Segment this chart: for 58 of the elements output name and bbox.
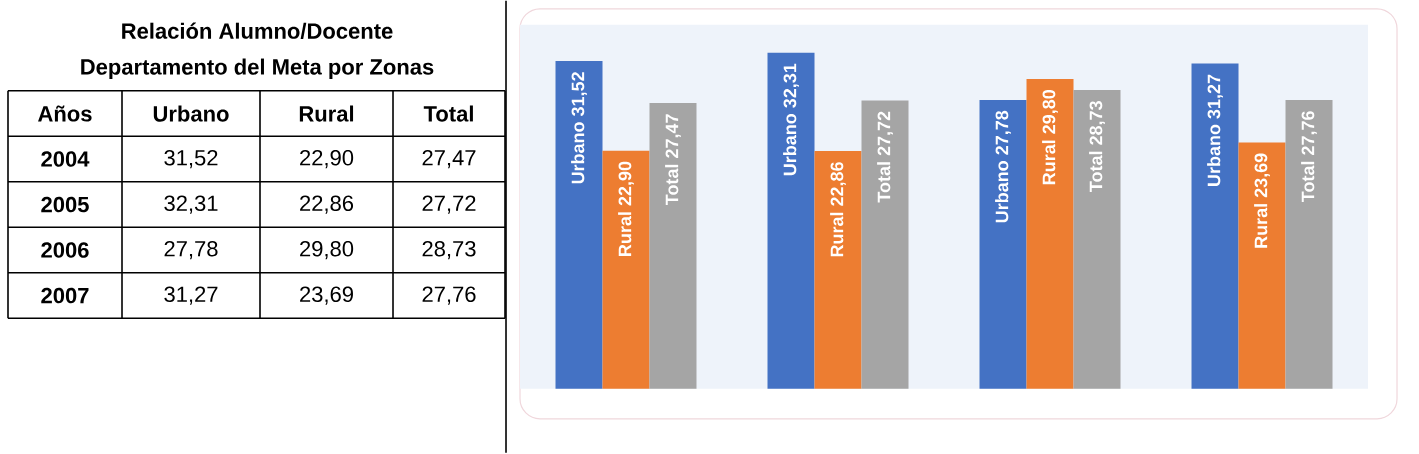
series-label: Rural: [1254, 204, 1268, 248]
bar: [1238, 142, 1286, 389]
data-label: 22,90: [618, 161, 634, 206]
text: Urbano: [153, 105, 229, 122]
text: 27,47: [422, 150, 476, 169]
text: Departamento del Meta por Zonas: [81, 58, 434, 80]
text: Rural: [618, 212, 632, 257]
text: Total: [877, 162, 891, 203]
data-label: 27,72: [877, 111, 893, 156]
text: Años: [38, 105, 92, 122]
bar: [555, 61, 603, 389]
series-label: Urbano: [1207, 124, 1221, 187]
text: Total: [1301, 162, 1315, 203]
text: 2007: [41, 287, 89, 304]
data-label: 27,47: [665, 114, 681, 159]
text: 29,80: [300, 241, 354, 260]
bar: [1191, 63, 1239, 389]
text: Rural: [1042, 140, 1056, 185]
bar: [1285, 100, 1333, 389]
text: Rural: [830, 212, 844, 257]
text: 27,76: [422, 286, 476, 305]
data-label: 27,78: [995, 111, 1011, 155]
text: 22,86: [300, 195, 354, 214]
text: 27,78: [164, 241, 218, 260]
text: 23,69: [300, 286, 353, 305]
bar: [979, 100, 1027, 389]
text: 27,72: [422, 195, 476, 214]
data-label: 31,52: [571, 72, 587, 117]
text: 31,52: [164, 150, 218, 169]
bar: [861, 100, 909, 389]
text: Urbano: [783, 114, 797, 176]
text: 31,27: [164, 286, 218, 305]
text: Relación Alumno/Docente: [122, 22, 393, 40]
data-label: 22,86: [830, 162, 846, 207]
text: Total: [665, 165, 679, 206]
text: 32,31: [164, 195, 218, 214]
bar: [1073, 90, 1121, 389]
bar: [814, 151, 862, 389]
data-label: 31,27: [1207, 74, 1223, 119]
bar: [649, 103, 697, 389]
text: 2005: [41, 196, 89, 213]
bar: [602, 150, 650, 389]
text: Urbano: [571, 122, 585, 184]
text: Urbano: [995, 161, 1009, 223]
text: 28,73: [422, 241, 476, 260]
series-label: Total: [1089, 151, 1103, 193]
data-label: 27,76: [1301, 111, 1317, 156]
bar: [1026, 79, 1074, 389]
data-label: 28,73: [1089, 101, 1105, 146]
data-label: 32,31: [783, 63, 799, 109]
text: Rural: [299, 105, 354, 122]
text: Total: [423, 105, 473, 122]
text: 2004: [41, 151, 90, 168]
data-label: 29,80: [1042, 90, 1058, 134]
data-label: 23,69: [1254, 153, 1270, 198]
text: 22,90: [300, 150, 354, 169]
bar: [767, 52, 815, 389]
text: 2006: [41, 242, 89, 259]
